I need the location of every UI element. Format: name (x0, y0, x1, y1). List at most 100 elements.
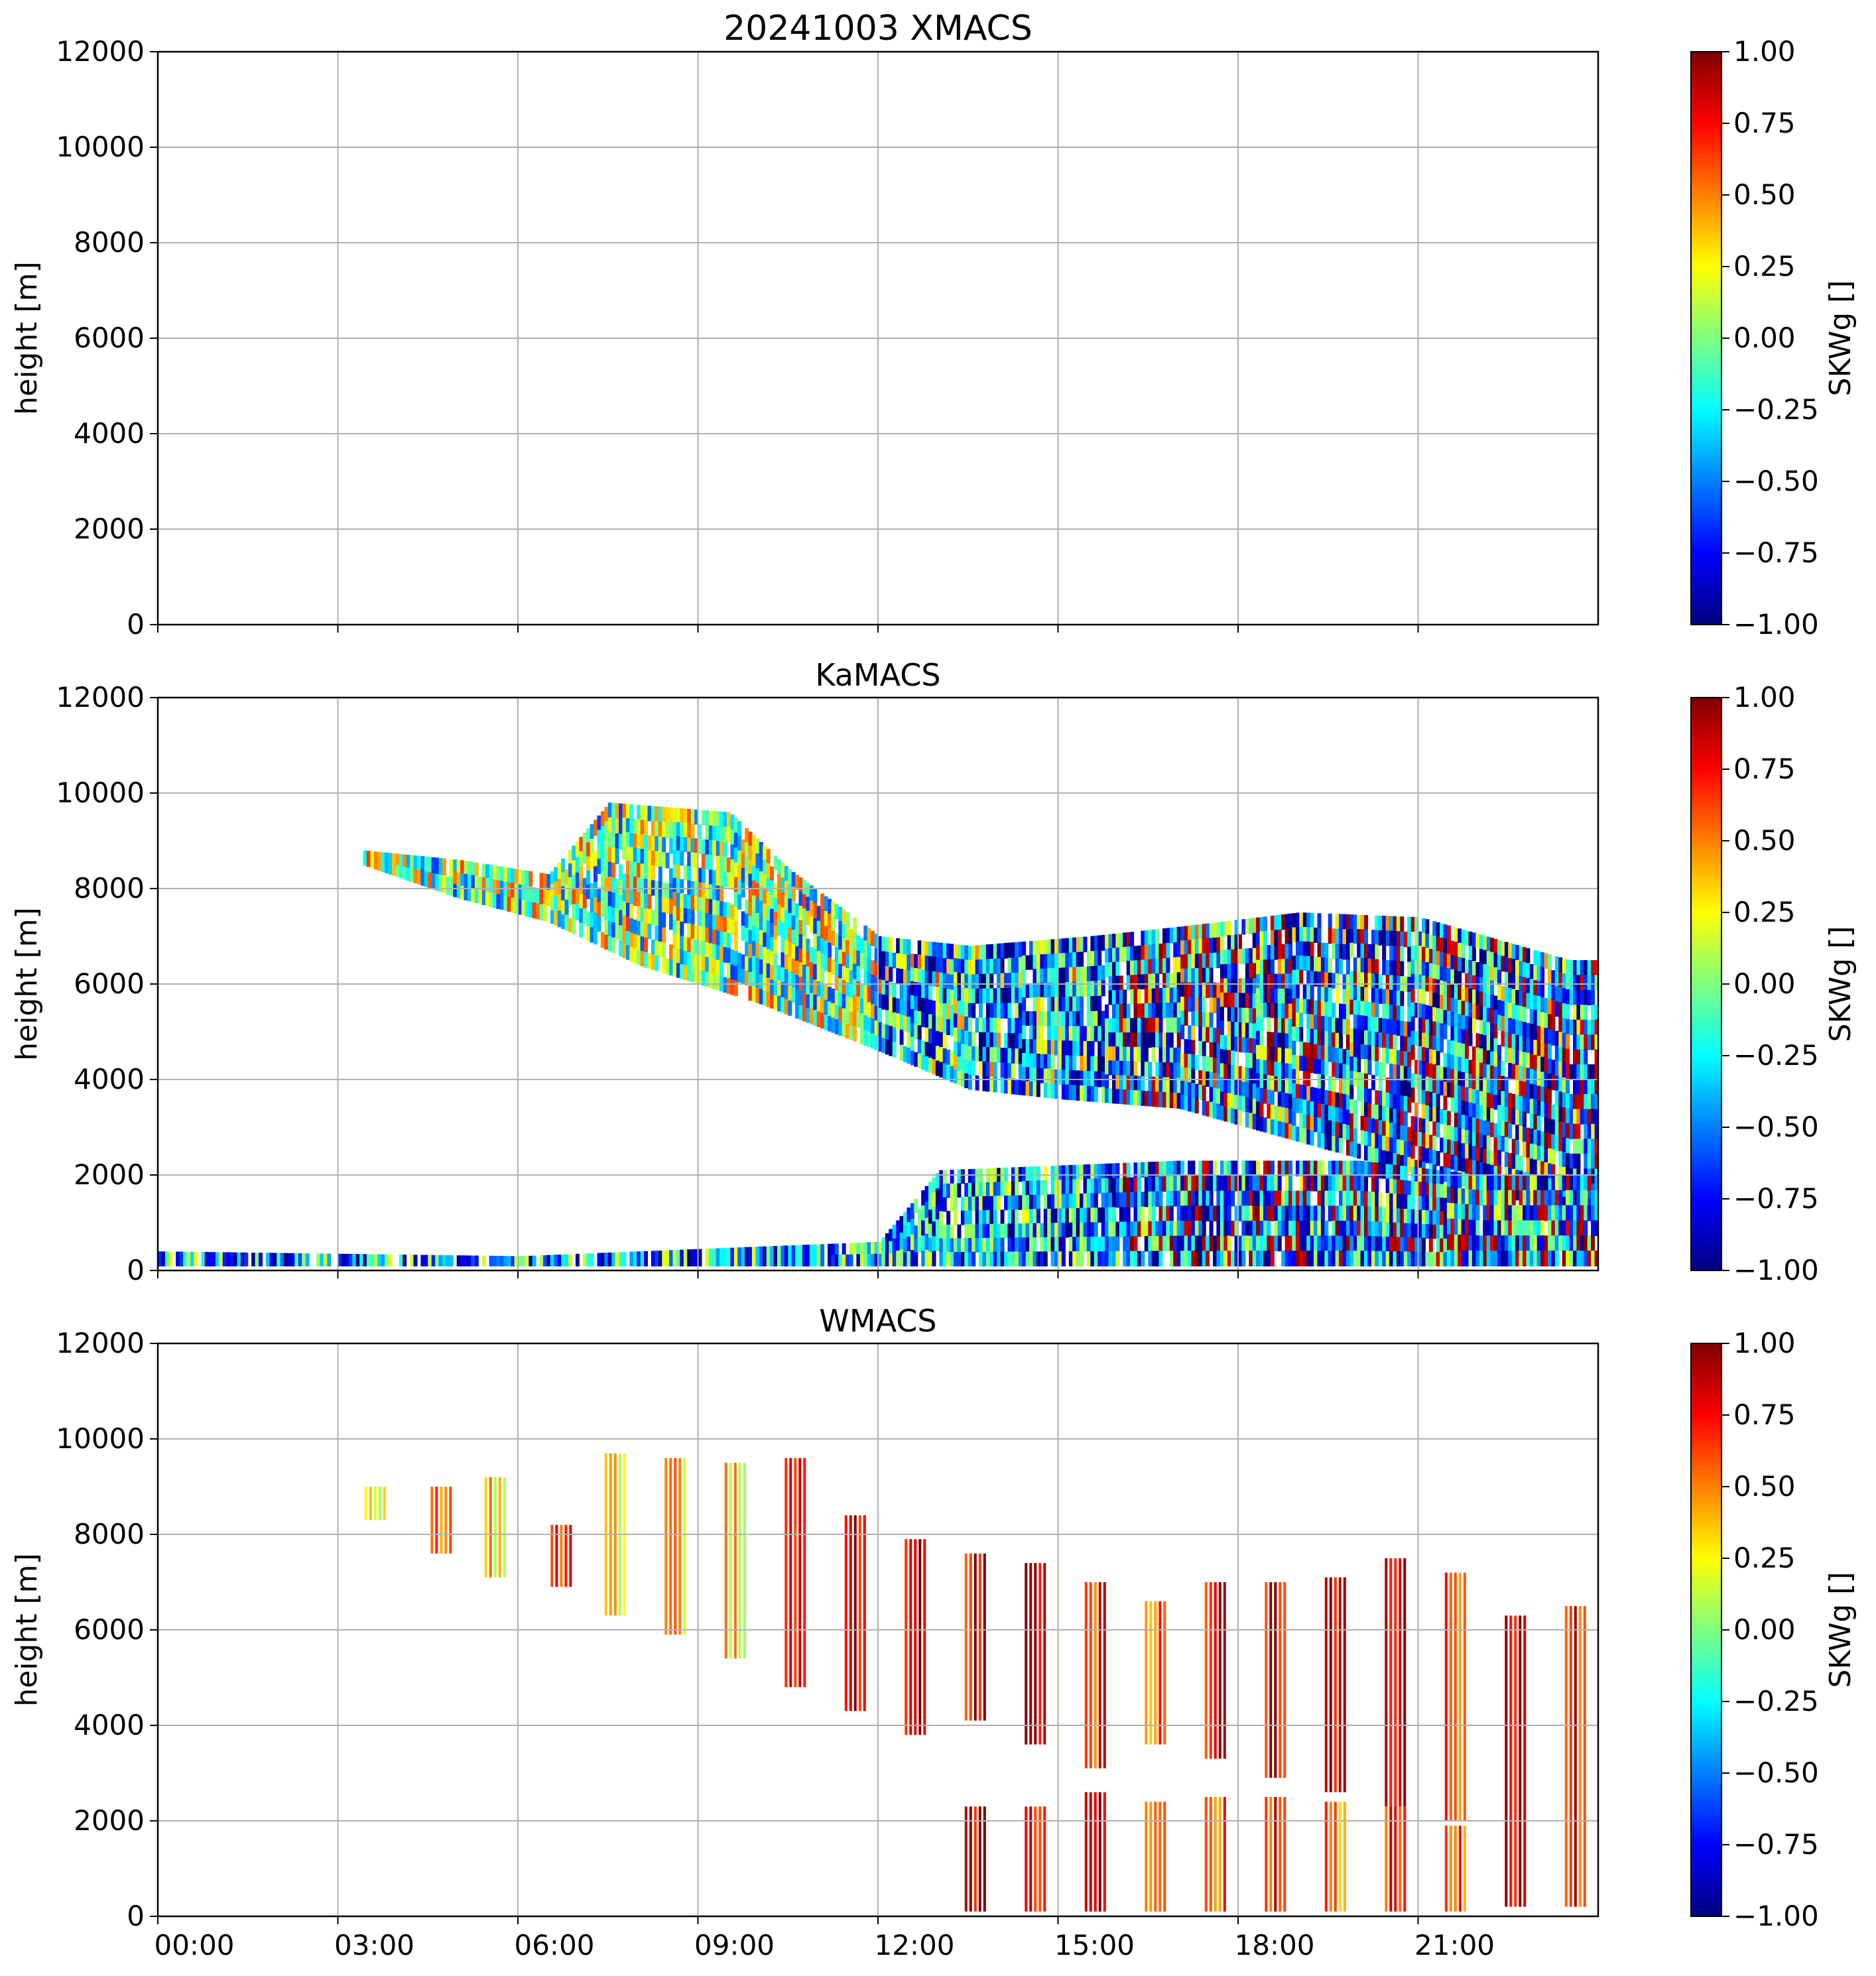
heat-cell (1277, 914, 1282, 930)
heat-cell (1072, 981, 1077, 997)
heat-cell (1339, 1251, 1343, 1266)
heat-cell (1529, 1129, 1534, 1144)
heat-cell (1306, 985, 1311, 1001)
heat-cell (1450, 1172, 1455, 1188)
heat-cell (1133, 1046, 1138, 1062)
heat-cell (1306, 1042, 1311, 1058)
heat-cell (1274, 1003, 1279, 1019)
heat-cell (1130, 1061, 1135, 1077)
heat-cell (1332, 1220, 1336, 1237)
heat-cell (672, 835, 677, 851)
heat-cell (1504, 1235, 1509, 1251)
heat-cell (838, 1020, 843, 1036)
heat-cell (1108, 1221, 1113, 1237)
heat-cell (1540, 997, 1545, 1013)
heat-cell (1584, 1235, 1588, 1251)
heat-cell (1360, 1160, 1365, 1177)
heat-cell (1345, 1140, 1350, 1156)
heat-cell (828, 1243, 832, 1266)
heat-cell (460, 886, 465, 900)
heat-cell (1511, 1109, 1516, 1125)
heat-cell (723, 916, 727, 933)
heat-cell (1594, 1153, 1598, 1170)
heat-cell (1306, 970, 1311, 986)
heat-cell (964, 1183, 969, 1198)
heat-cell (705, 883, 710, 899)
heat-cell (1554, 1175, 1559, 1191)
heat-cell (960, 1252, 965, 1266)
heat-cell (1249, 1083, 1253, 1099)
heat-cell (1432, 1183, 1437, 1198)
heat-cell (1133, 1206, 1138, 1222)
heat-cell (406, 855, 410, 869)
heat-cell (662, 927, 666, 944)
heat-cell (968, 989, 972, 1004)
heat-cell (802, 936, 806, 952)
heat-cell (1018, 987, 1023, 1004)
heat-cell (1497, 1220, 1501, 1237)
heat-cell (755, 853, 760, 869)
heat-cell (1050, 982, 1055, 998)
heat-cell (795, 1003, 800, 1019)
heat-cell (914, 954, 918, 969)
heat-cell (698, 839, 702, 854)
heat-cell (871, 1242, 875, 1255)
heat-cell (1277, 1077, 1282, 1093)
heat-cell (1393, 1123, 1397, 1139)
heat-cell (1058, 1237, 1062, 1253)
heat-cell (1573, 1175, 1577, 1191)
heat-cell (834, 1005, 839, 1020)
heat-cell (413, 869, 418, 884)
heat-cell (755, 1247, 760, 1266)
heat-cell (1213, 1235, 1217, 1252)
heat-cell (1314, 1160, 1318, 1176)
heat-cell (1324, 1251, 1329, 1266)
heat-cell (1511, 1251, 1516, 1266)
heat-cell (845, 1254, 850, 1266)
heat-cell (989, 1003, 994, 1019)
heat-cell (859, 1254, 864, 1266)
heat-cell (550, 910, 554, 924)
heat-cell (1569, 1235, 1574, 1251)
heat-cell (1202, 1026, 1206, 1042)
heat-cell (1569, 1190, 1574, 1206)
heat-cell (1299, 912, 1304, 928)
heat-cell (935, 1016, 940, 1032)
heat-cell (1375, 1221, 1379, 1237)
heat-cell (442, 875, 446, 894)
heat-cell (1302, 1085, 1307, 1101)
heat-cell (935, 942, 940, 958)
heat-cell (781, 952, 785, 968)
heat-cell (1511, 1139, 1516, 1155)
panel-title-wmacs: WMACS (819, 1303, 936, 1339)
heat-cell (1043, 1223, 1048, 1238)
heat-cell (625, 889, 630, 904)
heat-cell (985, 1237, 990, 1253)
heat-cell (993, 1047, 997, 1063)
heat-cell (1479, 1162, 1483, 1177)
heat-cell (1540, 952, 1545, 968)
heat-cell (1086, 1222, 1091, 1238)
heat-cell (889, 981, 893, 997)
heat-cell (1015, 1251, 1019, 1266)
heat-cell (1029, 1067, 1034, 1082)
heat-cell (1335, 1160, 1340, 1176)
heat-cell (795, 989, 800, 1005)
heat-cell (1043, 1180, 1048, 1196)
heat-cell (1400, 1020, 1405, 1036)
heat-cell (1414, 1251, 1419, 1266)
heat-cell (481, 877, 486, 892)
heat-cell (1213, 1042, 1217, 1059)
heat-cell (594, 866, 597, 883)
heat-cell (615, 803, 619, 820)
heat-cell (1454, 1070, 1458, 1085)
heat-cell (763, 889, 767, 904)
heat-cell (924, 1013, 929, 1028)
heat-cell (1188, 1235, 1192, 1252)
heat-cell (802, 894, 806, 909)
heat-cell (640, 878, 645, 894)
heat-cell (1173, 1235, 1178, 1252)
heat-cell (1421, 989, 1426, 1005)
heat-cell (1584, 1190, 1588, 1206)
heat-cell (701, 941, 706, 957)
